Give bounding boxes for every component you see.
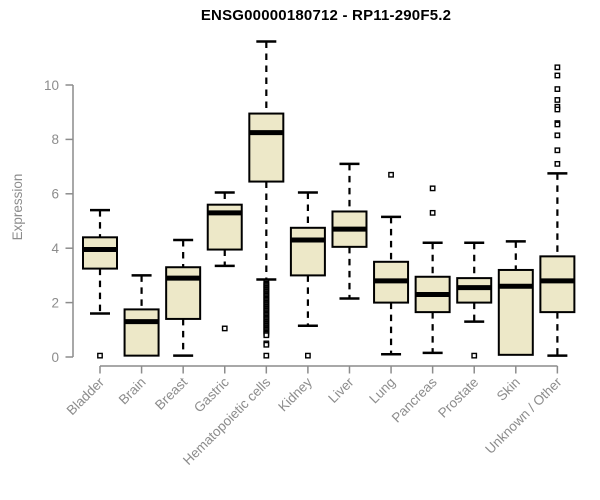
boxplot-pancreas bbox=[414, 185, 451, 355]
x-tick-label: Pancreas bbox=[389, 374, 440, 425]
outlier-point bbox=[97, 352, 103, 359]
boxplot-brain bbox=[123, 274, 160, 357]
outlier-point bbox=[305, 352, 311, 359]
outlier-point bbox=[429, 209, 436, 216]
boxplot-bladder bbox=[82, 208, 118, 359]
outlier-point bbox=[263, 352, 270, 359]
boxplot-skin bbox=[497, 240, 534, 356]
outlier-point bbox=[221, 325, 228, 332]
outlier-point bbox=[554, 97, 561, 103]
outlier-point bbox=[554, 121, 561, 128]
y-tick-label: 6 bbox=[51, 187, 59, 202]
x-tick-label: Liver bbox=[325, 374, 357, 406]
box bbox=[123, 308, 160, 357]
x-tick-label: Skin bbox=[494, 375, 523, 404]
boxplot-lung bbox=[373, 171, 410, 356]
y-tick-label: 8 bbox=[51, 132, 59, 147]
outlier-point bbox=[263, 341, 270, 348]
boxplot-gastric bbox=[206, 191, 243, 332]
boxplot-breast bbox=[165, 238, 202, 357]
x-tick-label: Gastric bbox=[191, 374, 232, 415]
outlier-point bbox=[388, 171, 394, 178]
outlier-point bbox=[554, 64, 561, 71]
outlier-point bbox=[263, 332, 270, 339]
boxplot-liver bbox=[331, 162, 368, 300]
outlier-point bbox=[471, 352, 478, 359]
x-tick-label: Unknown / Other bbox=[482, 374, 565, 457]
y-tick-label: 0 bbox=[51, 350, 59, 365]
y-tick-label: 4 bbox=[51, 241, 59, 256]
y-tick-label: 2 bbox=[51, 295, 59, 310]
box bbox=[456, 277, 493, 304]
boxplot-kidney bbox=[289, 191, 326, 359]
x-tick-label: Breast bbox=[152, 374, 190, 412]
box bbox=[165, 266, 202, 320]
outlier-point bbox=[429, 185, 436, 192]
x-tick-label: Prostate bbox=[435, 375, 481, 421]
outlier-point bbox=[554, 147, 561, 154]
x-tick-label: Brain bbox=[116, 375, 149, 408]
outlier-point bbox=[554, 86, 561, 92]
chart-title: ENSG00000180712 - RP11-290F5.2 bbox=[200, 7, 452, 24]
box bbox=[539, 255, 576, 314]
x-tick-label: Bladder bbox=[64, 374, 108, 418]
outlier-point bbox=[554, 72, 561, 79]
boxplot-hematopoietic-cells bbox=[248, 40, 285, 359]
outlier-point bbox=[554, 132, 561, 139]
boxplot-unknown-other bbox=[539, 64, 576, 357]
x-tick-label: Lung bbox=[366, 375, 398, 407]
box bbox=[289, 226, 326, 277]
y-tick-label: 10 bbox=[44, 78, 59, 93]
box bbox=[82, 236, 118, 270]
x-tick-label: Kidney bbox=[275, 374, 315, 414]
boxplot-prostate bbox=[456, 241, 493, 359]
box bbox=[497, 268, 534, 356]
outlier-point bbox=[554, 160, 561, 167]
box bbox=[248, 112, 285, 183]
outlier-point bbox=[554, 106, 561, 113]
